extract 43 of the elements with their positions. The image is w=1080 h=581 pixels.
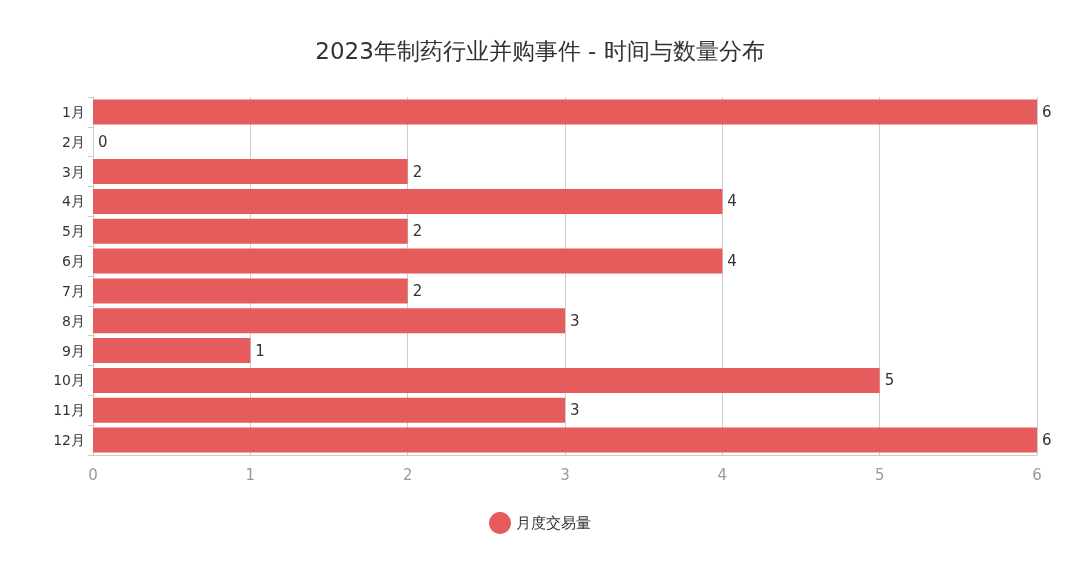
bar [93, 278, 408, 304]
bar [93, 159, 408, 185]
y-tick-label: 4月 [62, 193, 85, 210]
x-tick-label: 2 [402, 465, 413, 484]
y-tick-label: 7月 [62, 282, 85, 299]
x-tick-label: 5 [874, 465, 885, 484]
y-tick-label: 9月 [62, 342, 85, 359]
y-tick-label: 3月 [62, 163, 85, 180]
y-tick-label: 8月 [62, 312, 85, 329]
bar [93, 218, 408, 244]
bar [93, 338, 251, 364]
chart-title: 2023年制药行业并购事件 - 时间与数量分布 [315, 37, 765, 64]
data-label: 3 [570, 401, 580, 420]
bar [93, 99, 1037, 125]
x-tick-label: 3 [560, 465, 570, 484]
data-label: 4 [727, 252, 737, 271]
data-label: 5 [884, 371, 895, 390]
bar [93, 188, 723, 214]
x-tick-label: 4 [717, 465, 728, 484]
x-tick-label: 6 [1032, 465, 1042, 484]
bar [93, 248, 723, 274]
data-label: 6 [1042, 431, 1052, 450]
y-tick-label: 11月 [53, 402, 85, 419]
data-label: 2 [412, 162, 423, 181]
y-tick-label: 12月 [53, 432, 85, 449]
y-tick-label: 5月 [62, 223, 85, 240]
data-label: 2 [412, 281, 423, 300]
data-label: 3 [570, 311, 580, 330]
data-label: 1 [255, 341, 265, 360]
bar [93, 308, 565, 334]
y-tick-label: 6月 [62, 253, 85, 270]
x-tick-label: 0 [88, 465, 98, 484]
data-label: 0 [98, 132, 108, 151]
data-label: 6 [1042, 102, 1052, 121]
bar [93, 367, 880, 393]
data-label: 2 [412, 222, 423, 241]
bar [93, 397, 565, 423]
data-label: 4 [727, 192, 737, 211]
y-tick-label: 10月 [53, 372, 85, 389]
legend-label: 月度交易量 [516, 514, 591, 532]
x-tick-label: 1 [245, 465, 256, 484]
y-tick-label: 1月 [62, 103, 85, 120]
y-tick-label: 2月 [62, 133, 85, 150]
